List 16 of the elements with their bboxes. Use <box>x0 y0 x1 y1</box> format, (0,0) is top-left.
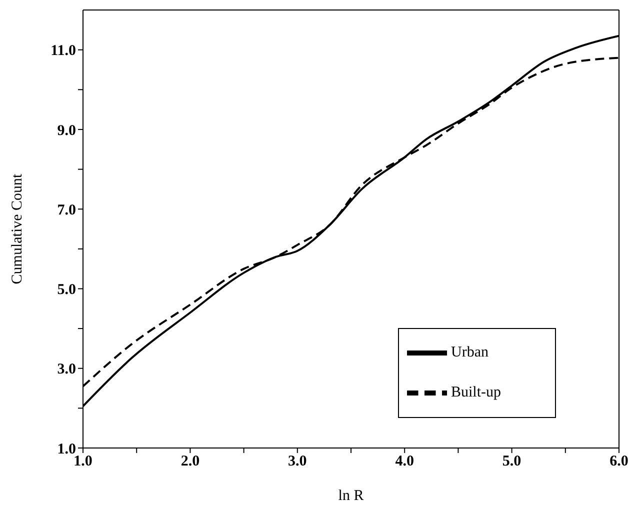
y-tick-label: 11.0 <box>50 43 76 60</box>
legend-label: Urban <box>451 344 488 360</box>
x-tick-label: 4.0 <box>395 454 414 470</box>
x-tick-label: 1.0 <box>74 454 92 470</box>
y-tick-label: 5.0 <box>57 282 76 298</box>
x-tick-label: 2.0 <box>180 454 200 470</box>
y-tick-label: 7.0 <box>57 202 76 218</box>
x-axis-title: ln R <box>338 488 364 504</box>
y-tick-label: 3.0 <box>57 362 76 378</box>
y-tick-label: 9.0 <box>57 122 76 139</box>
y-axis-title: Cumulative Count <box>9 172 26 284</box>
y-tick-label: 1.0 <box>57 441 76 458</box>
x-tick-label: 5.0 <box>502 454 522 470</box>
x-tick-label: 3.0 <box>288 454 307 470</box>
legend-label: Built-up <box>451 384 502 400</box>
x-tick-label: 6.0 <box>610 454 628 470</box>
